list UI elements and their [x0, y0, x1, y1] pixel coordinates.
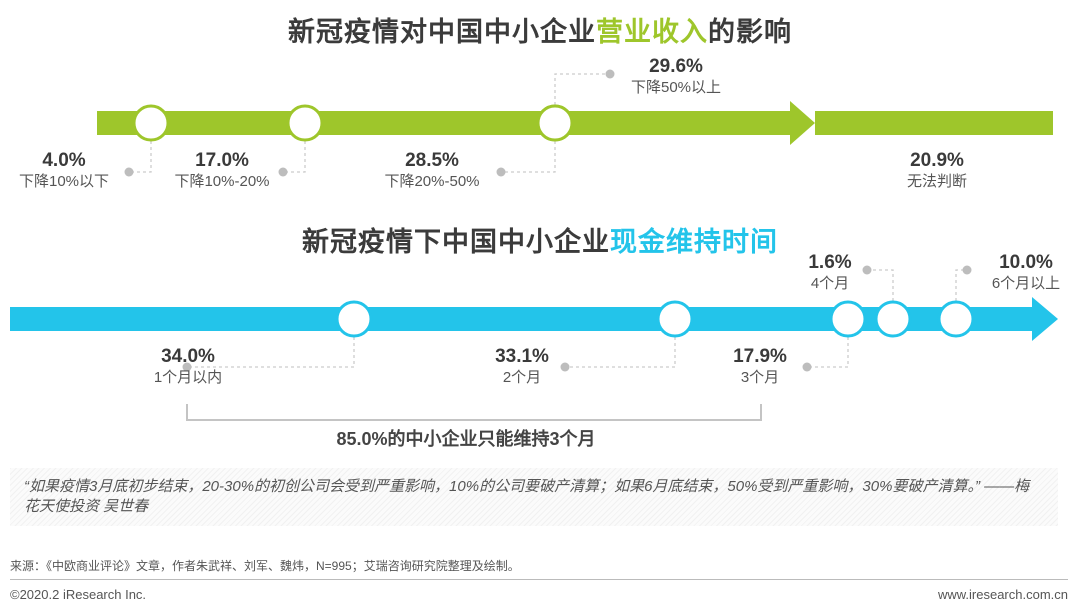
category-label: 下降10%以下	[19, 173, 109, 190]
revenue-timeline: 4.0% 下降10%以下 17.0% 下降10%-20% 28.5% 下降20%-50% 2…	[19, 56, 1053, 190]
copyright: ©2020.2 iResearch Inc.	[10, 587, 147, 602]
category-label: 下降50%以上	[631, 79, 721, 96]
value-label: 33.1%	[495, 346, 549, 367]
leader-line	[554, 73, 610, 105]
timeline-node	[937, 300, 975, 338]
footer-divider	[10, 579, 1068, 580]
category-label: 3个月	[741, 369, 779, 386]
revenue-unknown-bar	[815, 111, 1053, 135]
revenue-arrow-head	[790, 101, 815, 145]
timeline-charts: 4.0% 下降10%以下 17.0% 下降10%-20% 28.5% 下降20%-50% 2…	[10, 56, 1060, 449]
leader-line	[187, 337, 355, 368]
value-label: 1.6%	[808, 252, 851, 273]
value-label: 10.0%	[999, 252, 1053, 273]
leader-dot	[802, 362, 812, 372]
timeline-node	[829, 300, 867, 338]
category-label: 2个月	[503, 369, 541, 386]
category-label: 无法判断	[907, 173, 967, 190]
leader-dot	[278, 167, 288, 177]
leader-line	[129, 141, 152, 173]
value-label: 20.9%	[910, 150, 964, 171]
timeline-node	[286, 104, 324, 142]
three-month-bracket	[186, 404, 762, 421]
chart1-title: 新冠疫情对中国中小企业营业收入的影响	[288, 17, 792, 47]
leader-line	[283, 141, 306, 173]
category-label: 下降20%-50%	[384, 173, 479, 190]
value-label: 29.6%	[649, 56, 703, 77]
timeline-node	[132, 104, 170, 142]
chart2-title: 新冠疫情下中国中小企业现金维持时间	[302, 227, 778, 257]
timeline-node	[656, 300, 694, 338]
three-month-summary: 85.0%的中小企业只能维持3个月	[336, 428, 595, 449]
timeline-node	[335, 300, 373, 338]
leader-dot	[605, 69, 615, 79]
leader-line	[955, 269, 967, 301]
timeline-node	[536, 104, 574, 142]
leader-line	[807, 337, 849, 368]
category-label: 下降10%-20%	[174, 173, 269, 190]
leader-dot	[496, 167, 506, 177]
category-label: 1个月以内	[154, 369, 222, 386]
leader-dot	[124, 167, 134, 177]
leader-line	[501, 141, 556, 173]
timeline-node	[874, 300, 912, 338]
source-note: 来源：《中欧商业评论》文章，作者朱武祥、刘军、魏炜，N=995；艾瑞咨询研究院整…	[10, 559, 520, 573]
value-label: 4.0%	[42, 150, 85, 171]
leader-line	[867, 269, 894, 301]
leader-dot	[560, 362, 570, 372]
leader-line	[565, 337, 676, 368]
value-label: 34.0%	[161, 346, 215, 367]
value-label: 28.5%	[405, 150, 459, 171]
category-label: 4个月	[811, 275, 849, 292]
website-link[interactable]: www.iresearch.com.cn	[937, 587, 1068, 602]
cash-arrow-head	[1032, 297, 1058, 341]
revenue-bar	[97, 111, 790, 135]
value-label: 17.0%	[195, 150, 249, 171]
quote-box: “如果疫情3月底初步结束，20-30%的初创公司会受到严重影响，10%的公司要破…	[10, 468, 1058, 526]
leader-dot	[962, 265, 972, 275]
cash-timeline: 34.0% 1个月以内 33.1% 2个月 17.9% 3个月 1.6% 4个月 10.0% 6个…	[10, 252, 1060, 449]
category-label: 6个月以上	[992, 275, 1060, 292]
leader-dot	[182, 362, 192, 372]
value-label: 17.9%	[733, 346, 787, 367]
leader-dot	[862, 265, 872, 275]
